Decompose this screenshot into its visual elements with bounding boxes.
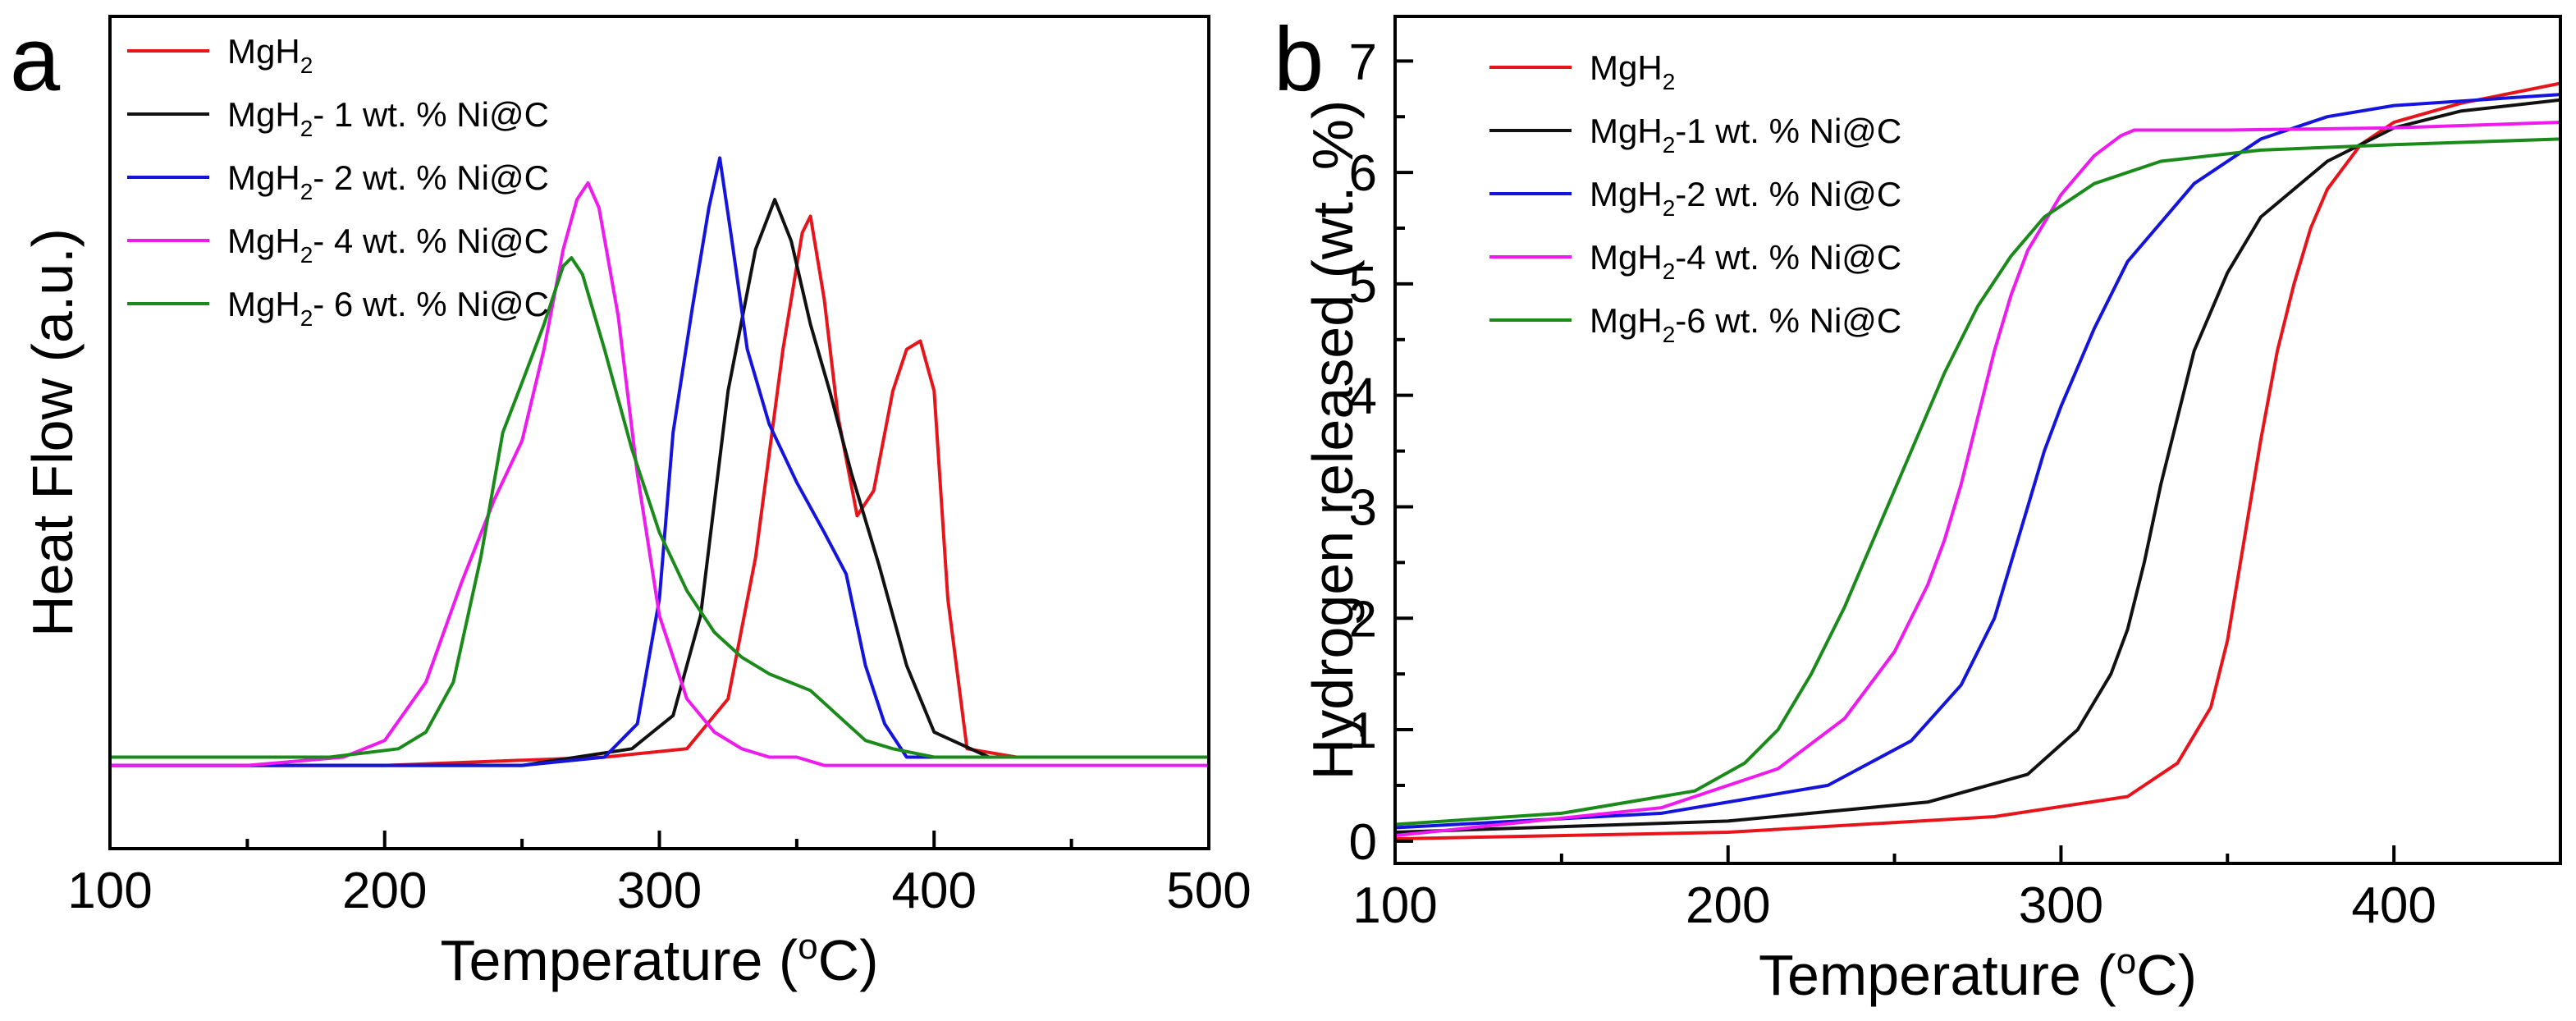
series-line-3: [108, 156, 1210, 767]
series-line-5: [108, 256, 1210, 759]
y-tick-label: 3: [1349, 479, 1377, 536]
legend-label-2: MgH2- 1 wt. % Ni@C: [227, 95, 549, 141]
x-tick-label: 200: [1686, 877, 1770, 934]
legend-label-1: MgH2: [1590, 48, 1675, 94]
chart-panel-a: 100 200 300 400 500 Temperature (oC) Heat Flow…: [10, 9, 1251, 992]
x-tick-label: 300: [617, 863, 702, 919]
y-tick-label: 6: [1349, 145, 1377, 202]
legend-label-1: MgH2: [227, 32, 313, 78]
legend-label-4: MgH2-4 wt. % Ni@C: [1590, 238, 1901, 284]
x-tick-label: 100: [67, 863, 152, 919]
series-line-1: [1393, 81, 2562, 841]
plot-frame: [108, 15, 1210, 850]
x-tick-label: 500: [1166, 863, 1251, 919]
legend-label-3: MgH2- 2 wt. % Ni@C: [227, 158, 549, 204]
series-line-4: [1393, 121, 2562, 838]
x-tick-label: 200: [342, 863, 427, 919]
chart-panel-b: 100 200 300 400 0 1 2 3 4 5 6 7 Temperature (oC) Hydr…: [1274, 9, 2562, 1007]
plot-frame: [1393, 15, 2562, 865]
legend: MgH2 MgH2- 1 wt. % Ni@C MgH2- 2 wt. % Ni@C…: [127, 32, 549, 331]
y-axis-label: Hydrogen released (wt. %): [1301, 100, 1365, 781]
y-tick-label: 0: [1349, 814, 1377, 871]
y-axis-label: Heat Flow (a.u.): [21, 228, 85, 637]
x-tick-label: 100: [1352, 877, 1437, 934]
series-line-5: [1393, 137, 2562, 826]
legend-label-5: MgH2- 6 wt. % Ni@C: [227, 285, 549, 331]
x-axis-label: Temperature (oC): [1759, 941, 2197, 1007]
panel-letter: b: [1274, 9, 1324, 110]
series-line-2: [1393, 98, 2562, 834]
legend-label-3: MgH2-2 wt. % Ni@C: [1590, 175, 1901, 221]
panel-letter: a: [10, 9, 61, 110]
y-tick-label: 1: [1349, 703, 1377, 759]
series-line-4: [108, 181, 1210, 767]
x-tick-label: 400: [892, 863, 977, 919]
legend-label-2: MgH2-1 wt. % Ni@C: [1590, 112, 1901, 158]
x-tick-label: 300: [2019, 877, 2103, 934]
y-tick-label: 4: [1349, 369, 1377, 425]
legend-label-5: MgH2-6 wt. % Ni@C: [1590, 301, 1901, 347]
legend-label-4: MgH2- 4 wt. % Ni@C: [227, 222, 549, 268]
y-tick-label: 5: [1349, 257, 1377, 314]
y-tick-label: 7: [1349, 34, 1377, 90]
y-tick-label: 2: [1349, 591, 1377, 648]
x-tick-label: 400: [2351, 877, 2436, 934]
legend: MgH2 MgH2-1 wt. % Ni@C MgH2-2 wt. % Ni@C Mg…: [1489, 48, 1901, 347]
series-line-2: [108, 198, 1210, 767]
x-axis-label: Temperature (oC): [440, 927, 878, 992]
series-line-3: [1393, 93, 2562, 830]
